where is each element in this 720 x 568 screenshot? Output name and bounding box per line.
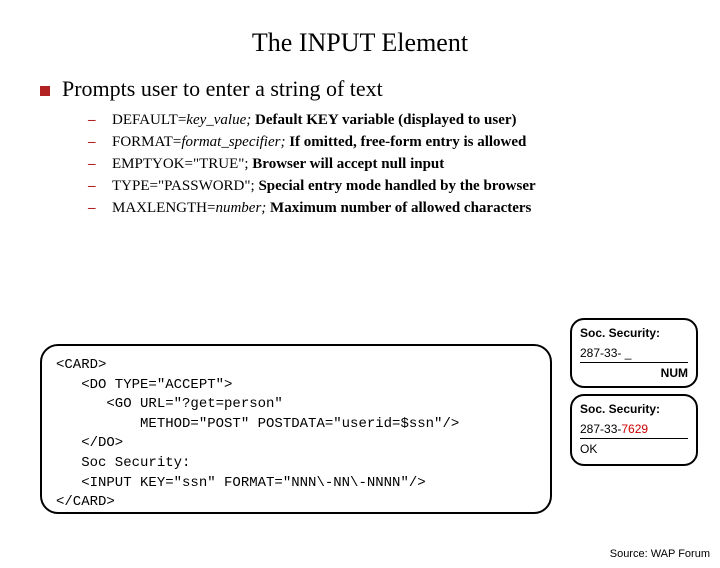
phone2-divider — [580, 438, 688, 439]
phone-screen-filled: Soc. Security: 287-33-7629 OK — [570, 394, 698, 466]
sub-rest: If omitted, free-form entry is allowed — [285, 134, 526, 150]
sub-item: – MAXLENGTH=number; Maximum number of al… — [88, 200, 720, 217]
sub-item-text: TYPE="PASSWORD"; Special entry mode hand… — [112, 178, 536, 195]
sub-prefix: FORMAT= — [112, 134, 181, 150]
phone2-title: Soc. Security: — [580, 402, 688, 416]
main-bullet-text: Prompts user to enter a string of text — [62, 76, 383, 102]
phone2-value-suffix: 7629 — [621, 422, 648, 436]
sub-item-text: MAXLENGTH=number; Maximum number of allo… — [112, 200, 531, 217]
source-attribution: Source: WAP Forum — [610, 548, 710, 560]
sub-italic: number; — [215, 200, 266, 216]
sub-rest: Browser will accept null input — [249, 156, 445, 172]
phone1-title: Soc. Security: — [580, 326, 688, 340]
dash-icon: – — [88, 200, 98, 217]
dash-icon: – — [88, 112, 98, 129]
phone2-footer: OK — [580, 442, 688, 456]
sub-item-text: EMPTYOK="TRUE"; Browser will accept null… — [112, 156, 444, 173]
dash-icon: – — [88, 134, 98, 151]
phone-screen-entry: Soc. Security: 287-33- _ NUM — [570, 318, 698, 388]
sub-prefix: EMPTYOK="TRUE"; — [112, 156, 249, 172]
sub-item: – FORMAT=format_specifier; If omitted, f… — [88, 134, 720, 151]
sub-italic: format_specifier; — [181, 134, 285, 150]
sub-rest: Maximum number of allowed characters — [266, 200, 531, 216]
sub-item-text: DEFAULT=key_value; Default KEY variable … — [112, 112, 517, 129]
phone1-value: 287-33- _ — [580, 346, 688, 360]
dash-icon: – — [88, 178, 98, 195]
sub-prefix: TYPE="PASSWORD"; — [112, 178, 255, 194]
sub-prefix: MAXLENGTH= — [112, 200, 215, 216]
dash-icon: – — [88, 156, 98, 173]
phone2-value-prefix: 287-33- — [580, 422, 621, 436]
sub-item: – TYPE="PASSWORD"; Special entry mode ha… — [88, 178, 720, 195]
phone-column: Soc. Security: 287-33- _ NUM Soc. Securi… — [570, 318, 698, 472]
sub-rest: Default KEY variable (displayed to user) — [251, 112, 516, 128]
code-example: <CARD> <DO TYPE="ACCEPT"> <GO URL="?get=… — [40, 344, 552, 514]
sub-rest: Special entry mode handled by the browse… — [255, 178, 536, 194]
phone1-footer: NUM — [580, 366, 688, 380]
sub-italic: key_value; — [186, 112, 251, 128]
sub-item: – EMPTYOK="TRUE"; Browser will accept nu… — [88, 156, 720, 173]
sub-bullet-list: – DEFAULT=key_value; Default KEY variabl… — [88, 112, 720, 217]
square-bullet-icon — [40, 86, 50, 96]
sub-prefix: DEFAULT= — [112, 112, 186, 128]
phone2-value: 287-33-7629 — [580, 422, 688, 436]
sub-item: – DEFAULT=key_value; Default KEY variabl… — [88, 112, 720, 129]
phone1-divider — [580, 362, 688, 363]
main-bullet-row: Prompts user to enter a string of text — [40, 76, 720, 102]
sub-item-text: FORMAT=format_specifier; If omitted, fre… — [112, 134, 526, 151]
slide-title: The INPUT Element — [0, 28, 720, 58]
